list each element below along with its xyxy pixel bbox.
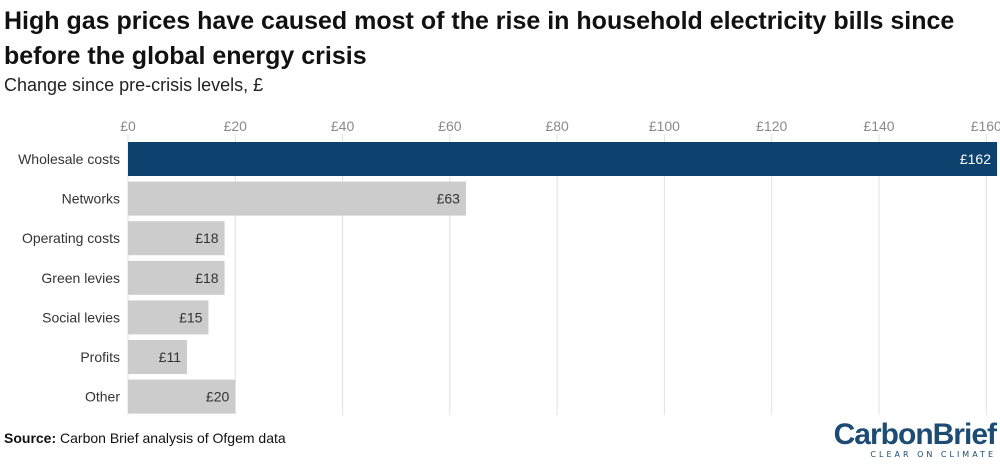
- value-label: £162: [960, 151, 991, 167]
- logo-wordmark: CarbonBrief: [833, 418, 997, 451]
- x-tick-label: £160: [971, 118, 1000, 134]
- x-tick-label: £140: [863, 118, 894, 134]
- value-label: £20: [206, 389, 230, 405]
- x-tick-label: £100: [649, 118, 680, 134]
- category-label: Networks: [62, 191, 120, 207]
- bar: [128, 300, 209, 335]
- chart-subtitle: Change since pre-crisis levels, £: [4, 75, 264, 95]
- category-label: Profits: [80, 349, 120, 365]
- value-label: £18: [195, 230, 219, 246]
- category-label: Wholesale costs: [18, 151, 120, 167]
- bar: [128, 142, 997, 176]
- bar: [128, 221, 225, 256]
- bar: [128, 340, 188, 374]
- x-tick-label: £0: [120, 118, 136, 134]
- bar: [128, 379, 236, 414]
- x-tick-label: £40: [331, 118, 355, 134]
- chart-title: High gas prices have caused most of the …: [4, 7, 955, 70]
- category-label: Other: [85, 389, 120, 405]
- carbon-brief-logo: CarbonBrief CLEAR ON CLIMATE: [833, 418, 997, 460]
- source-text: Carbon Brief analysis of Ofgem data: [60, 430, 286, 446]
- bar: [128, 260, 225, 295]
- bar-chart: £0 £20 £40 £60 £80 £100 £120 £140 £160 Wholesale…: [18, 118, 1000, 415]
- bar: [128, 181, 466, 216]
- source-label: Source:: [4, 430, 57, 446]
- value-label: £18: [195, 270, 219, 286]
- x-tick-label: £80: [545, 118, 569, 134]
- logo-tagline: CLEAR ON CLIMATE: [870, 450, 996, 459]
- category-label: Green levies: [41, 270, 120, 286]
- value-label: £15: [179, 309, 203, 325]
- source-note: Source: Carbon Brief analysis of Ofgem d…: [4, 430, 286, 446]
- value-label: £63: [437, 191, 461, 207]
- value-label: £11: [159, 349, 182, 365]
- category-label: Operating costs: [22, 230, 120, 246]
- x-tick-label: £120: [756, 118, 787, 134]
- category-label: Social levies: [42, 309, 120, 325]
- x-tick-label: £60: [438, 118, 462, 134]
- x-tick-label: £20: [224, 118, 248, 134]
